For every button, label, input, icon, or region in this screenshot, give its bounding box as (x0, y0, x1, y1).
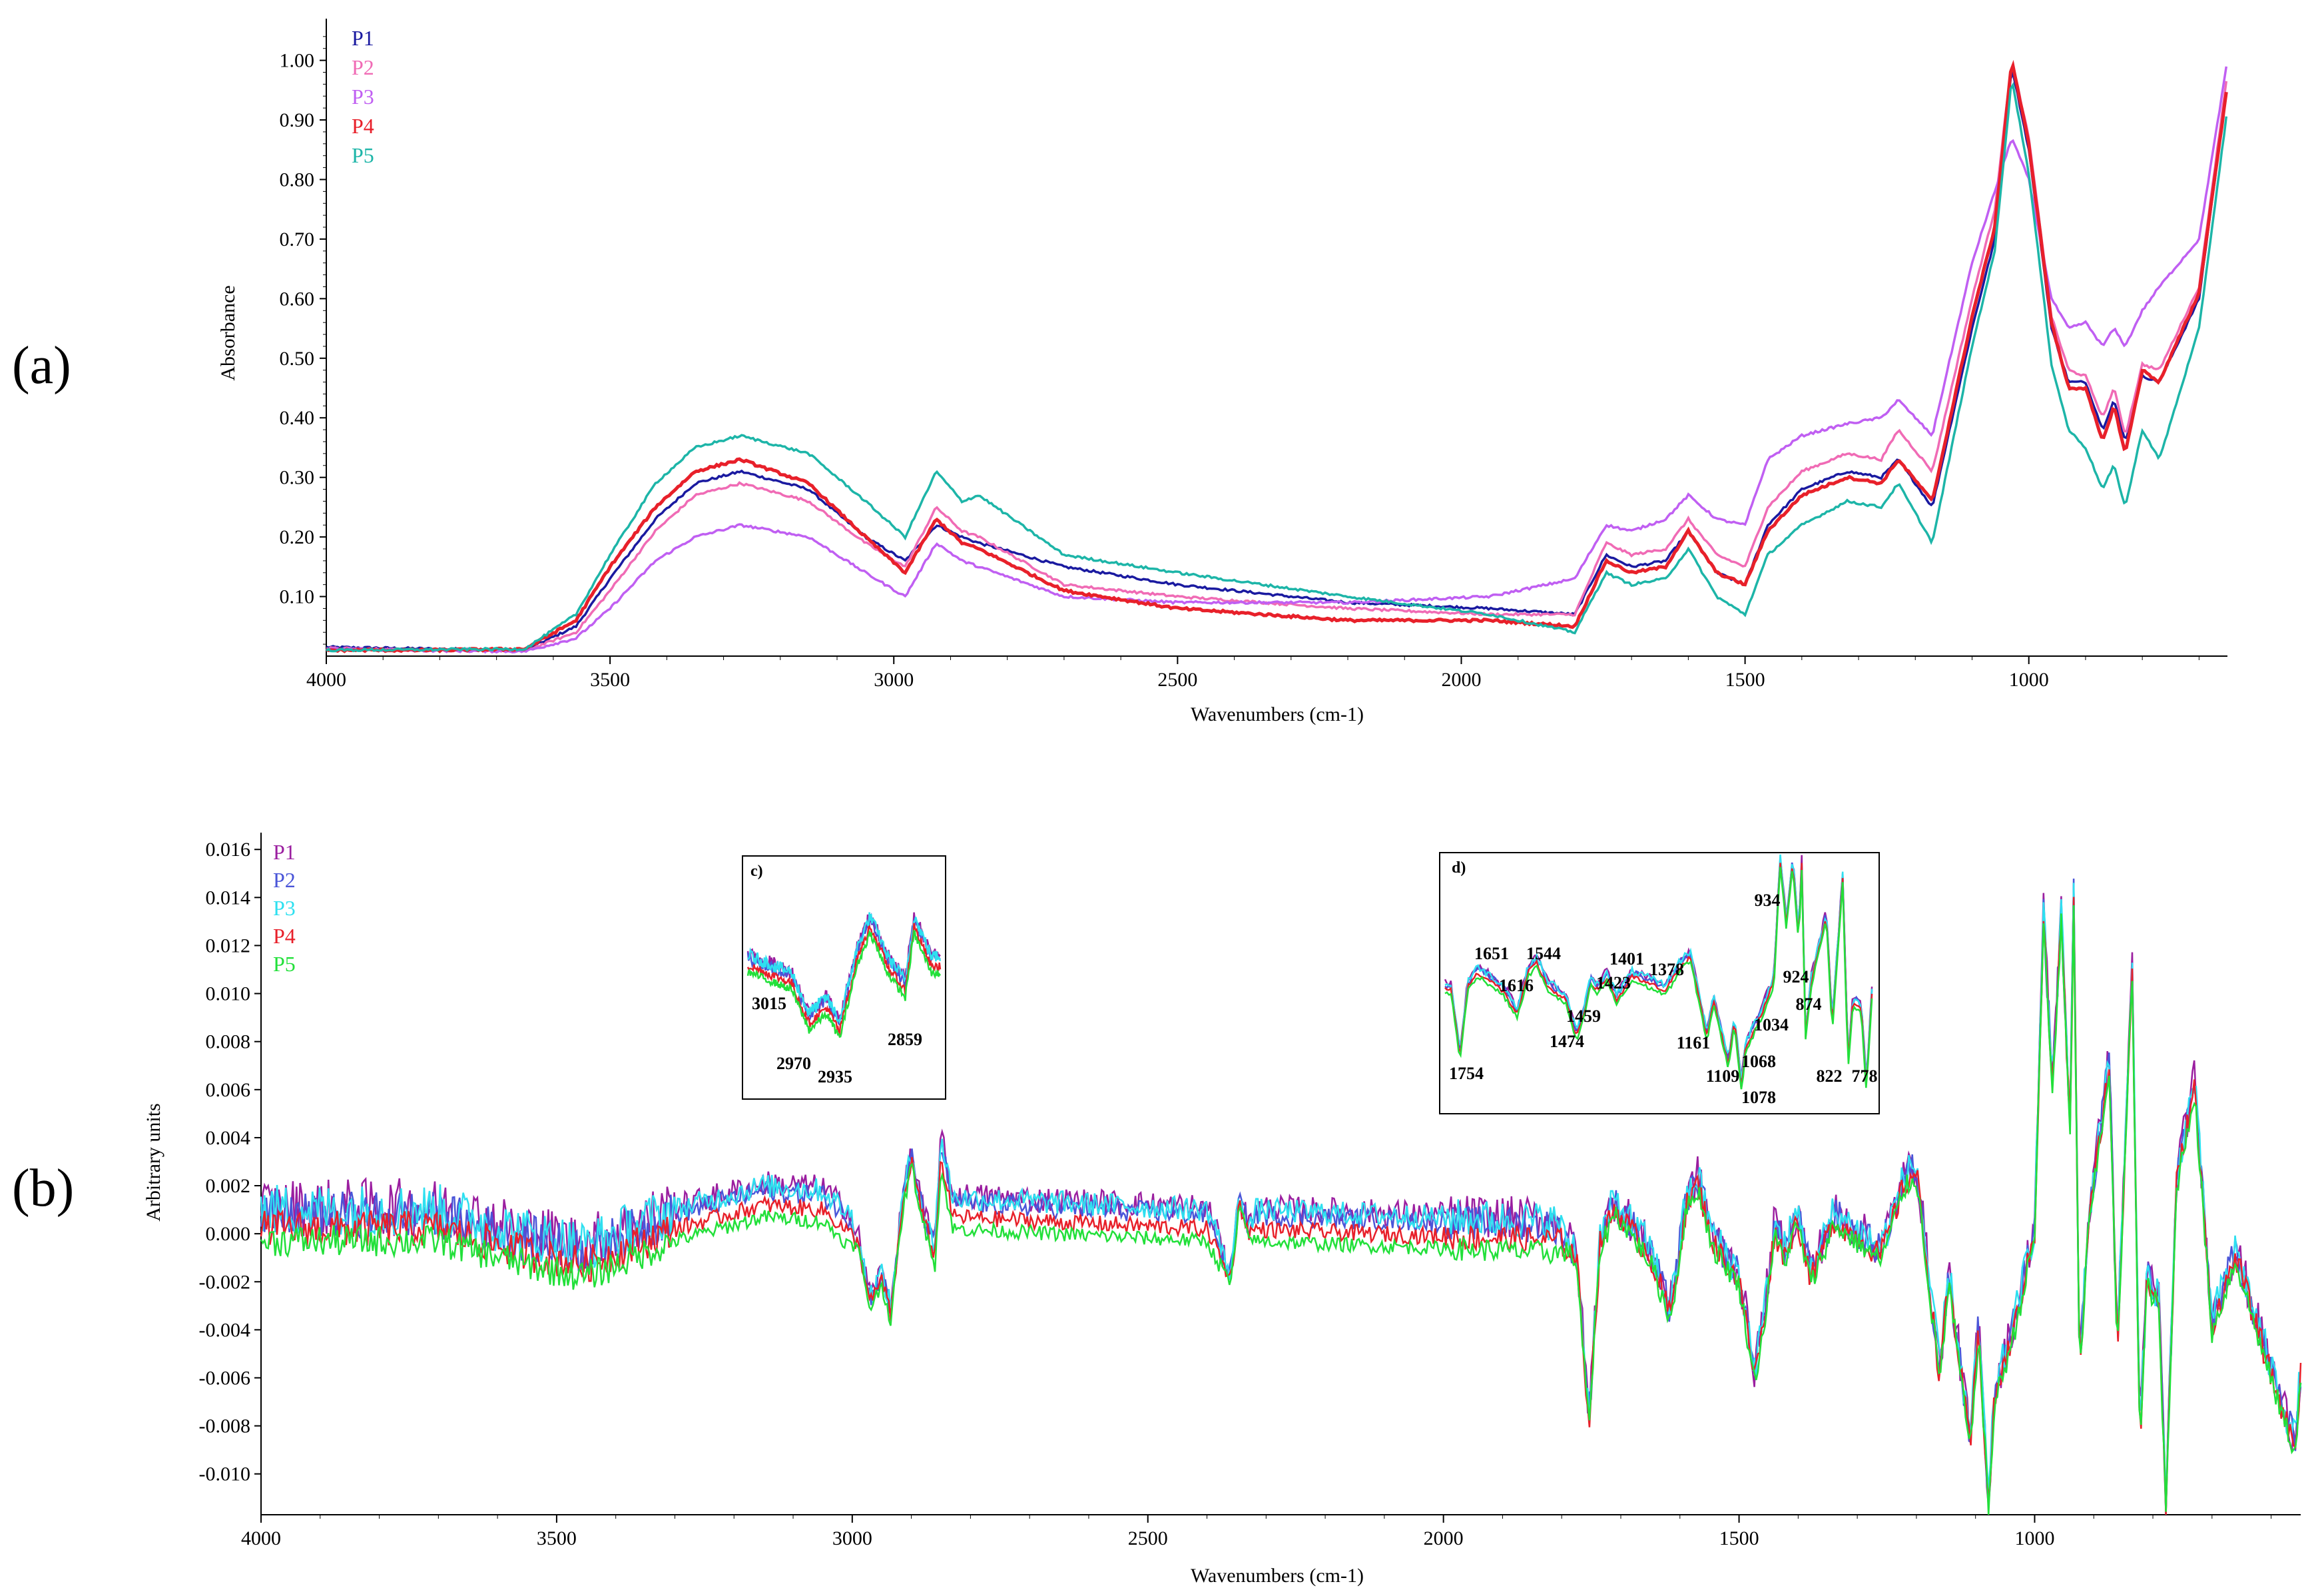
b-legend-P5: P5 (273, 952, 296, 976)
b-xtick-label: 3500 (537, 1527, 577, 1549)
b-series-line-P1 (260, 883, 2302, 1514)
b-ytick-label: 0.002 (206, 1175, 251, 1197)
b-ytick-label: -0.002 (199, 1271, 251, 1293)
chart-b: 0.016 0.014 0.012 0.010 0.008 0.006 0.004 0.002… (143, 833, 2302, 1587)
b-ytick-label: -0.004 (199, 1319, 251, 1341)
panel-b-label: (b) (12, 1159, 74, 1218)
inset_d-annotation: 1423 (1596, 973, 1631, 993)
a-ytick-label: 0.30 (280, 467, 315, 489)
b-ytick-label: 0.006 (206, 1079, 251, 1101)
chart-a: 0.10 0.20 0.30 0.40 0.50 0.60 0.70 0.80 0.90 1.00… (217, 19, 2228, 725)
a-xtick-label: 1500 (1725, 669, 1765, 691)
b-ytick-label: -0.010 (199, 1463, 251, 1485)
b-ytick-label: 0.000 (206, 1223, 251, 1245)
chart-a-ylabel: Absorbance (217, 285, 239, 380)
inset-d-frame (1439, 852, 1880, 1114)
inset-c-frame (742, 855, 946, 1100)
a-series-line-P3 (326, 66, 2228, 654)
a-legend-P1: P1 (352, 26, 374, 50)
b-xtick-label: 2500 (1128, 1527, 1168, 1549)
inset_d-annotation: 1378 (1649, 960, 1684, 979)
b-legend-P1: P1 (273, 840, 296, 864)
inset_d-annotation: 874 (1796, 995, 1822, 1014)
a-ytick-label: 0.70 (280, 228, 315, 250)
b-ytick-label: 0.012 (206, 935, 251, 957)
a-xtick-label: 1000 (2009, 669, 2049, 691)
a-legend-P4: P4 (352, 114, 374, 138)
inset_d-annotation: 1401 (1609, 949, 1644, 969)
b-legend-P4: P4 (273, 924, 296, 948)
a-legend-P3: P3 (352, 85, 374, 109)
b-ytick-label: 0.004 (206, 1127, 251, 1149)
a-ytick-label: 0.80 (280, 169, 315, 191)
inset_d-annotation: 1068 (1741, 1052, 1776, 1071)
inset_d-annotation: 1651 (1474, 944, 1509, 963)
a-series-line-P4 (326, 59, 2228, 653)
inset_c-annotation: 3015 (752, 994, 786, 1013)
inset_d-annotation: 1754 (1449, 1064, 1484, 1083)
inset-c: c) 3015 2970 2935 2859 (742, 855, 946, 1100)
a-ytick-label: 0.40 (280, 407, 315, 429)
inset-d: d) 1754 1651 1616 1544 1474 1459 1423 1401 1378 1… (1439, 852, 1880, 1114)
inset_c-series-P3 (746, 912, 942, 1026)
a-ytick-label: 0.90 (280, 109, 315, 131)
b-xtick-label: 1000 (2014, 1527, 2054, 1549)
b-xtick-label: 4000 (241, 1527, 281, 1549)
a-ytick-label: 0.20 (280, 526, 315, 548)
b-ytick-label: -0.006 (199, 1367, 251, 1389)
inset_c-annotation: 2859 (888, 1030, 922, 1049)
b-ytick-label: -0.008 (199, 1415, 251, 1437)
inset_d-annotation: 1109 (1706, 1066, 1740, 1086)
inset_d-annotation: 1078 (1741, 1088, 1776, 1107)
chart-a-xlabel: Wavenumbers (cm-1) (1191, 703, 1364, 725)
a-ytick-label: 0.10 (280, 586, 315, 608)
inset_d-annotation: 1034 (1754, 1015, 1789, 1034)
chart-b-ylabel: Arbitrary units (143, 1103, 164, 1221)
a-xtick-label: 3000 (874, 669, 914, 691)
inset_d-annotation: 1161 (1677, 1033, 1711, 1052)
inset_c-annotation: 2935 (818, 1067, 852, 1086)
b-series-line-P5 (260, 905, 2302, 1515)
b-ytick-label: 0.008 (206, 1031, 251, 1053)
a-xtick-label: 2000 (1441, 669, 1481, 691)
b-ytick-label: 0.014 (206, 887, 251, 909)
inset_d-annotation: 1616 (1499, 976, 1534, 995)
b-legend-P2: P2 (273, 868, 296, 892)
a-legend-P5: P5 (352, 143, 374, 167)
inset_d-series-P5 (1444, 867, 1873, 1090)
chart-b-xlabel: Wavenumbers (cm-1) (1191, 1565, 1364, 1587)
b-xtick-label: 3000 (832, 1527, 872, 1549)
b-ytick-label: 0.010 (206, 983, 251, 1005)
inset_d-annotation: 924 (1783, 967, 1809, 987)
b-xtick-label: 1500 (1719, 1527, 1759, 1549)
a-xtick-label: 2500 (1157, 669, 1197, 691)
inset_c-series-P5 (746, 929, 942, 1038)
a-xtick-label: 3500 (590, 669, 630, 691)
inset-d-label: d) (1452, 859, 1466, 877)
a-ytick-label: 0.60 (280, 288, 315, 310)
inset_d-annotation: 934 (1755, 891, 1781, 910)
a-legend-P2: P2 (352, 55, 374, 79)
inset_d-annotation: 822 (1817, 1066, 1843, 1086)
a-series-line-P2 (326, 61, 2228, 653)
inset_d-annotation: 1474 (1550, 1032, 1584, 1051)
inset_c-annotation: 2970 (776, 1054, 811, 1073)
a-series-line-P5 (325, 82, 2228, 653)
a-xtick-label: 4000 (306, 669, 346, 691)
b-xtick-label: 2000 (1424, 1527, 1464, 1549)
inset_d-annotation: 778 (1852, 1066, 1878, 1086)
b-ytick-label: 0.016 (206, 839, 251, 861)
a-ytick-label: 0.50 (280, 348, 315, 370)
a-ytick-label: 1.00 (280, 50, 315, 72)
panel-a-label: (a) (12, 336, 71, 395)
inset_d-annotation: 1459 (1566, 1006, 1601, 1026)
inset_d-annotation: 1544 (1526, 944, 1561, 963)
inset-c-label: c) (750, 863, 763, 880)
b-legend-P3: P3 (273, 896, 296, 920)
